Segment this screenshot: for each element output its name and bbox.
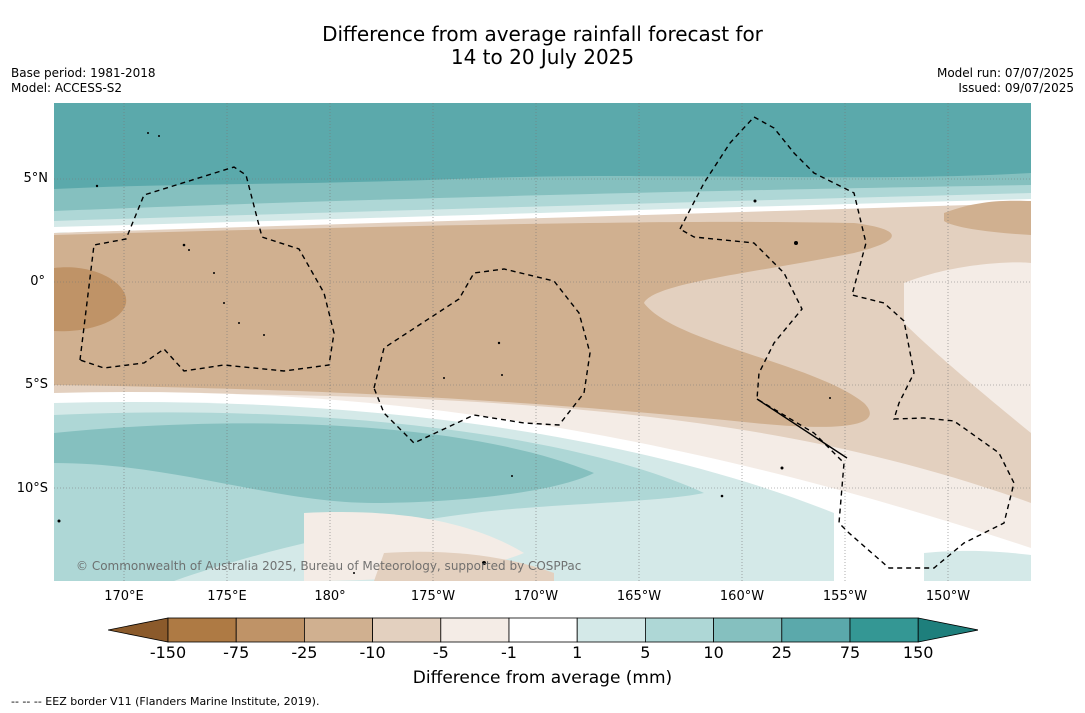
north-wet-core [54,103,1031,189]
lon-label-160w: 160°W [719,589,765,604]
lon-label-170e: 170°E [104,589,144,604]
eez-borders [79,116,1015,569]
south-east-wet-patch [924,550,1031,581]
colorbar-tick-label: 5 [640,643,651,662]
lon-label-175e: 175°E [207,589,247,604]
lat-label-5n: 5°N [23,171,49,186]
north-neutral-line [54,199,1031,233]
north-transition [54,193,1031,229]
south-dry-patch [374,551,554,581]
colorbar-cell [508,617,578,643]
colorbar-extend-high [917,617,978,643]
colorbar-tick-label: 150 [902,643,934,662]
lon-label-170w: 170°W [513,589,559,604]
colorbar-cell [235,617,305,643]
issued-date: Issued: 09/07/2025 [958,81,1074,95]
south-wet-core [54,423,594,503]
lon-label-165w: 165°W [616,589,662,604]
colorbar-cell [781,617,851,643]
eez-solid-segment [756,398,848,459]
lat-label-5s: 5°S [24,377,48,392]
eez-footnote: -- -- -- EEZ border V11 (Flanders Marine… [11,695,320,708]
colorbar-tick-label: -5 [432,643,449,662]
colorbar-cell [372,617,442,643]
colorbar-cell [576,617,646,643]
neutral-patch-east [904,262,1031,433]
colorbar-tick-label: 25 [771,643,792,662]
colorbar-extend-low [108,617,169,643]
dry-patch-west [54,267,127,332]
colorbar [108,617,978,643]
rainfall-anomaly-map [54,103,1031,581]
colorbar-tick-label: -150 [149,643,187,662]
lon-label-150w: 150°W [925,589,971,604]
map-title-line2: 14 to 20 July 2025 [450,45,635,69]
colorbar-tick-label: -10 [359,643,386,662]
colorbar-tick-label: -1 [501,643,517,662]
colorbar-tick-label: 1 [572,643,583,662]
colorbar-tick-label: -25 [291,643,318,662]
colorbar-tick-label: 75 [839,643,861,662]
colorbar-tick-label: -75 [223,643,250,662]
colorbar-cell [440,617,510,643]
dry-belt-core [54,221,892,427]
model-run: Model run: 07/07/2025 [936,66,1074,80]
base-period: Base period: 1981-2018 [11,66,156,80]
map-title-line1: Difference from average rainfall forecas… [322,22,763,46]
model-name: Model: ACCESS-S2 [11,81,123,95]
lon-label-155w: 155°W [822,589,868,604]
map-canvas [54,103,1031,581]
colorbar-cell [713,617,783,643]
lon-label-175w: 175°W [410,589,456,604]
copyright-credit: © Commonwealth of Australia 2025, Bureau… [76,559,582,573]
graticule [54,103,1031,581]
dry-patch-east [944,200,1031,235]
colorbar-cell [167,617,237,643]
colorbar-cell [645,617,715,643]
lat-label-10s: 10°S [16,481,48,496]
lat-label-0: 0° [30,274,45,289]
islands [57,132,831,574]
colorbar-tick-label: 10 [703,643,724,662]
lon-label-180: 180° [314,589,346,604]
colorbar-cell [303,617,373,643]
colorbar-label: Difference from average (mm) [412,668,673,688]
colorbar-cell [849,617,919,643]
